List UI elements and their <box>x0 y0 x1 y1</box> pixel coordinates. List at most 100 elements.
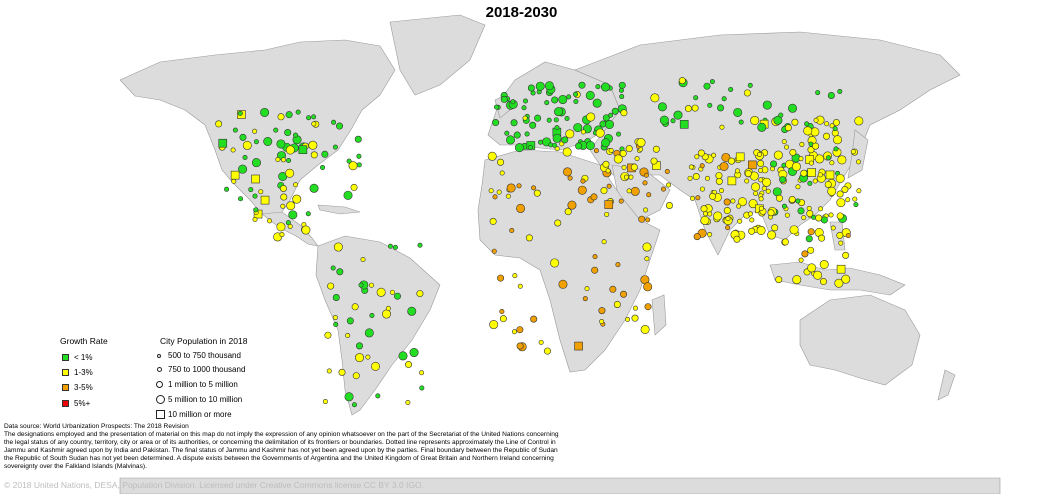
antarctica-landmass <box>119 477 1001 494</box>
city-marker <box>280 157 286 163</box>
city-marker <box>707 232 713 238</box>
city-marker <box>618 81 626 89</box>
city-marker-megacity <box>747 160 757 170</box>
city-marker <box>322 399 328 405</box>
city-marker <box>758 196 764 202</box>
city-marker <box>320 165 326 171</box>
square-symbol <box>156 410 165 419</box>
city-marker <box>275 157 281 163</box>
city-marker <box>590 193 598 201</box>
city-marker <box>773 150 783 160</box>
city-marker <box>497 274 505 282</box>
city-marker <box>251 158 261 168</box>
city-marker <box>416 290 424 298</box>
city-marker <box>702 211 708 217</box>
city-marker <box>558 95 568 105</box>
city-marker <box>806 205 812 211</box>
city-marker <box>333 242 343 252</box>
city-marker <box>419 385 425 391</box>
city-marker-megacity <box>604 200 614 209</box>
city-marker <box>238 196 244 202</box>
city-marker <box>242 154 248 160</box>
city-marker <box>842 251 850 259</box>
city-marker <box>352 372 360 380</box>
city-marker <box>738 119 744 125</box>
city-marker <box>348 161 358 171</box>
city-marker <box>409 348 419 358</box>
city-marker <box>552 133 562 143</box>
city-marker <box>757 152 763 158</box>
city-marker <box>715 177 723 185</box>
city-marker <box>611 107 619 115</box>
city-marker <box>789 225 799 235</box>
city-marker <box>371 361 381 371</box>
city-marker <box>643 282 653 292</box>
city-marker <box>705 175 711 181</box>
city-marker <box>351 303 359 311</box>
city-marker <box>492 119 500 127</box>
city-marker <box>707 102 713 108</box>
city-marker <box>285 111 293 119</box>
city-marker <box>287 223 293 229</box>
city-marker <box>836 198 846 208</box>
city-marker <box>516 326 524 334</box>
city-marker <box>238 164 248 174</box>
city-marker <box>795 198 801 204</box>
city-marker <box>719 161 729 171</box>
city-marker <box>344 392 354 402</box>
city-marker <box>670 118 676 124</box>
city-marker <box>355 353 365 363</box>
city-marker <box>691 104 699 112</box>
city-marker <box>737 218 743 224</box>
city-marker <box>804 121 810 127</box>
city-marker <box>286 157 292 163</box>
city-marker <box>387 243 393 249</box>
city-marker <box>398 351 408 361</box>
city-marker <box>393 292 401 300</box>
city-marker <box>224 186 230 192</box>
city-marker <box>286 201 296 211</box>
city-marker <box>640 324 650 334</box>
city-marker <box>575 142 583 150</box>
city-marker <box>791 118 799 126</box>
city-marker-megacity <box>218 138 228 148</box>
city-marker <box>533 189 541 197</box>
city-marker <box>215 120 223 128</box>
city-marker-megacity <box>298 145 308 155</box>
south-america-landmass <box>315 235 441 416</box>
city-marker <box>829 160 835 166</box>
city-marker <box>567 200 577 210</box>
city-marker <box>673 110 683 120</box>
city-marker <box>643 172 649 178</box>
city-marker <box>292 194 302 204</box>
city-marker <box>285 145 295 155</box>
city-marker <box>601 138 611 148</box>
city-marker <box>358 282 364 288</box>
city-marker <box>728 86 734 92</box>
city-marker <box>751 182 761 192</box>
data-source: Data source: World Urbanization Prospect… <box>4 423 189 430</box>
city-marker <box>263 137 273 147</box>
city-marker <box>309 183 319 193</box>
city-marker <box>499 170 505 176</box>
city-marker <box>326 368 332 374</box>
city-marker <box>832 119 840 127</box>
city-marker <box>531 185 537 191</box>
city-marker <box>405 400 411 406</box>
city-marker <box>749 217 755 223</box>
city-marker <box>512 329 518 335</box>
city-marker <box>630 163 638 171</box>
city-marker <box>832 126 838 132</box>
city-marker <box>561 136 569 144</box>
city-marker <box>630 186 640 196</box>
city-marker <box>595 84 601 90</box>
city-marker-megacity <box>836 264 846 274</box>
city-marker <box>253 139 259 145</box>
city-marker <box>666 182 672 188</box>
city-marker-megacity <box>574 341 583 351</box>
city-marker <box>527 144 533 150</box>
city-marker <box>392 244 398 250</box>
city-marker <box>602 160 610 168</box>
city-marker <box>276 222 286 232</box>
city-marker <box>632 305 638 311</box>
